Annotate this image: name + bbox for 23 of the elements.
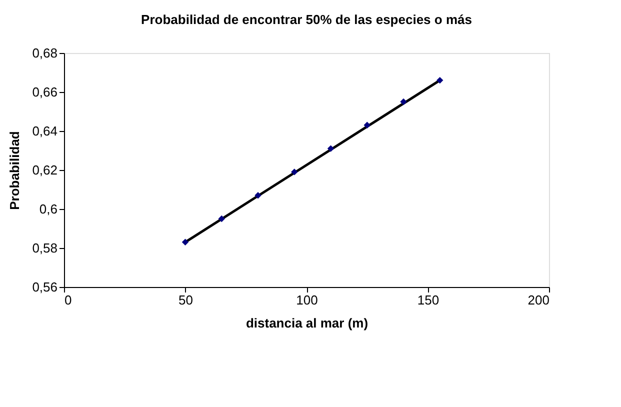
chart-title: Probabilidad de encontrar 50% de las especies o más [141, 12, 472, 27]
point [327, 145, 334, 152]
y-tick-label: 0,6 [39, 202, 58, 216]
point [182, 238, 189, 246]
x-axis-title: distancia al mar (m) [246, 316, 368, 330]
point [291, 168, 298, 176]
x-tick-label: 100 [296, 292, 318, 308]
x-tick-label: 150 [417, 292, 440, 308]
y-tick-label: 0,58 [32, 240, 58, 256]
point [218, 215, 225, 222]
y-tick-label: 0,56 [32, 280, 58, 294]
y-tick-label: 0,64 [32, 124, 58, 138]
x-tick-label: 50 [178, 292, 193, 308]
y-tick-label: 0,68 [32, 46, 58, 60]
point [436, 76, 444, 84]
y-axis-title: Probabilidad [7, 131, 22, 210]
y-tick-label: 0,62 [32, 162, 58, 178]
y-tick-label: 0,66 [32, 84, 58, 100]
x-tick-label: 0 [64, 292, 72, 308]
x-tick-label: 200 [528, 292, 550, 308]
point [400, 98, 407, 106]
point [254, 192, 262, 199]
point [364, 122, 370, 129]
